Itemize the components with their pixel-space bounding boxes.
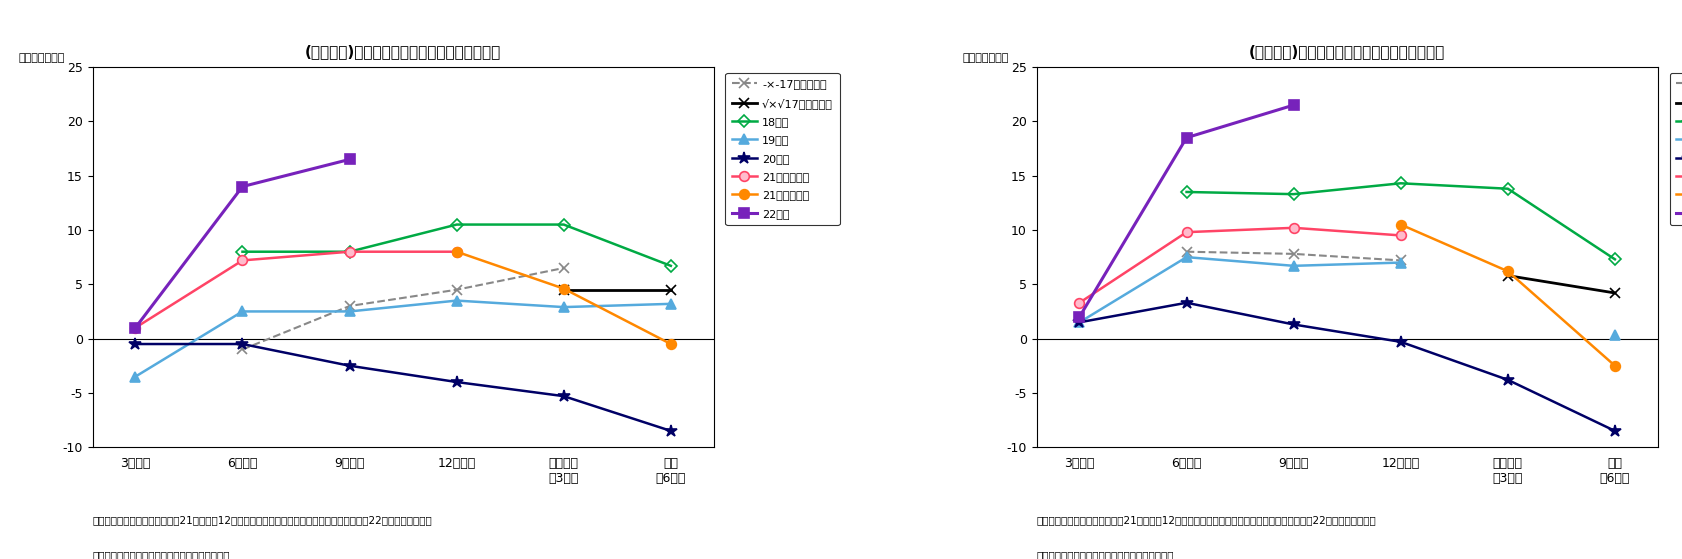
-×-17年度（旧）	[1283, 250, 1304, 257]
Line: 18年度: 18年度	[1182, 179, 1618, 263]
Text: （前年比、％）: （前年比、％）	[962, 53, 1008, 63]
Legend: -×-17年度（旧）, √×√17年度（新）, 18年度, 19年度, 20年度, 21年度（旧）, 21年度（新）, 22年度: -×-17年度（旧）, √×√17年度（新）, 18年度, 19年度, 20年度…	[1669, 73, 1682, 225]
Line: √×√17年度（新）: √×√17年度（新）	[1502, 271, 1618, 298]
Text: （前年比、％）: （前年比、％）	[19, 53, 64, 63]
21年度（旧）	[1283, 225, 1304, 231]
21年度（新）	[1497, 268, 1517, 274]
Line: 18年度: 18年度	[239, 220, 674, 270]
19年度	[1068, 319, 1088, 326]
19年度	[124, 373, 145, 380]
20年度	[124, 340, 145, 347]
19年度	[232, 308, 252, 315]
18年度	[1605, 256, 1625, 263]
21年度（旧）	[232, 257, 252, 264]
19年度	[661, 301, 681, 307]
Line: 21年度（新）: 21年度（新）	[1394, 220, 1618, 371]
Line: 19年度: 19年度	[1075, 252, 1618, 340]
-×-17年度（旧）	[553, 264, 574, 271]
√×√17年度（新）	[1497, 272, 1517, 279]
-×-17年度（旧）	[340, 302, 360, 309]
Line: 21年度（旧）: 21年度（旧）	[1075, 223, 1404, 307]
18年度	[1176, 188, 1196, 195]
18年度	[1497, 186, 1517, 192]
18年度	[1389, 180, 1410, 187]
Line: 22年度: 22年度	[1075, 100, 1299, 322]
19年度	[1283, 263, 1304, 269]
Line: 20年度: 20年度	[130, 338, 676, 437]
22年度	[1283, 102, 1304, 108]
Line: 21年度（新）: 21年度（新）	[451, 247, 674, 349]
22年度	[1068, 314, 1088, 320]
21年度（旧）	[1068, 300, 1088, 306]
22年度	[1176, 134, 1196, 141]
Text: （注）リース会計対応ベース　21年度分は12月調査は新旧併記、実績見込み以降は新ベース、22年度分は新ベース: （注）リース会計対応ベース 21年度分は12月調査は新旧併記、実績見込み以降は新…	[93, 515, 432, 525]
22年度	[124, 324, 145, 331]
19年度	[1176, 254, 1196, 260]
Line: √×√17年度（新）: √×√17年度（新）	[558, 285, 674, 295]
-×-17年度（旧）	[1389, 257, 1410, 264]
21年度（旧）	[124, 324, 145, 331]
20年度	[232, 340, 252, 347]
Line: 20年度: 20年度	[1073, 296, 1620, 437]
20年度	[553, 393, 574, 400]
20年度	[1283, 321, 1304, 328]
20年度	[1497, 377, 1517, 383]
Text: （資料）日本銀行「全国企業短期経済観測調査」: （資料）日本銀行「全国企業短期経済観測調査」	[93, 550, 230, 559]
21年度（新）	[553, 285, 574, 292]
20年度	[1068, 319, 1088, 326]
18年度	[661, 263, 681, 269]
21年度（新）	[1389, 221, 1410, 228]
20年度	[1605, 428, 1625, 434]
21年度（新）	[446, 248, 466, 255]
19年度	[1389, 259, 1410, 266]
-×-17年度（旧）	[446, 286, 466, 293]
21年度（新）	[1605, 362, 1625, 369]
18年度	[553, 221, 574, 228]
Line: 22年度: 22年度	[131, 154, 355, 333]
Title: (図表１２)　設備投賄計画（全規模・全産業）: (図表１２) 設備投賄計画（全規模・全産業）	[304, 44, 501, 59]
Line: 21年度（旧）: 21年度（旧）	[131, 247, 461, 333]
20年度	[661, 428, 681, 434]
Text: （資料）日本銀行「全国企業短期経済観測調査」: （資料）日本銀行「全国企業短期経済観測調査」	[1036, 550, 1174, 559]
18年度	[446, 221, 466, 228]
22年度	[340, 156, 360, 163]
√×√17年度（新）	[1605, 290, 1625, 296]
20年度	[340, 362, 360, 369]
Line: 19年度: 19年度	[131, 296, 674, 381]
22年度	[232, 183, 252, 190]
20年度	[446, 378, 466, 385]
20年度	[1389, 339, 1410, 345]
21年度（旧）	[1389, 232, 1410, 239]
Legend: -×-17年度（旧）, √×√17年度（新）, 18年度, 19年度, 20年度, 21年度（旧）, 21年度（新）, 22年度: -×-17年度（旧）, √×√17年度（新）, 18年度, 19年度, 20年度…	[725, 73, 839, 225]
19年度	[340, 308, 360, 315]
19年度	[1605, 332, 1625, 339]
20年度	[1176, 300, 1196, 306]
Line: -×-17年度（旧）: -×-17年度（旧）	[237, 263, 569, 354]
21年度（旧）	[446, 248, 466, 255]
√×√17年度（新）	[661, 286, 681, 293]
Line: -×-17年度（旧）: -×-17年度（旧）	[1181, 247, 1404, 266]
21年度（旧）	[1176, 229, 1196, 235]
19年度	[553, 304, 574, 310]
18年度	[1283, 191, 1304, 197]
21年度（旧）	[340, 248, 360, 255]
Text: （注）リース会計対応ベース　21年度分は12月調査は新旧併記、実績見込み以降は新ベース、22年度分は新ベース: （注）リース会計対応ベース 21年度分は12月調査は新旧併記、実績見込み以降は新…	[1036, 515, 1376, 525]
-×-17年度（旧）	[1176, 248, 1196, 255]
18年度	[232, 248, 252, 255]
Title: (図表１３)　設備投賄計画（大企業・全産業）: (図表１３) 設備投賄計画（大企業・全産業）	[1248, 44, 1445, 59]
√×√17年度（新）	[553, 286, 574, 293]
19年度	[446, 297, 466, 304]
21年度（新）	[661, 340, 681, 347]
-×-17年度（旧）	[232, 346, 252, 353]
18年度	[340, 248, 360, 255]
